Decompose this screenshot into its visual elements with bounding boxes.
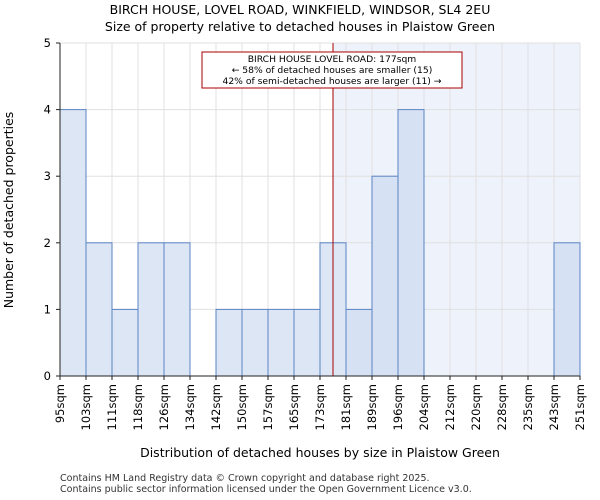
bar xyxy=(85,242,113,377)
y-tick-label: 1 xyxy=(44,302,51,316)
footer-line-2: Contains public sector information licen… xyxy=(60,484,472,495)
bar xyxy=(397,109,425,377)
bar xyxy=(59,109,87,377)
x-tick-label: 118sqm xyxy=(131,384,145,430)
chart-title: BIRCH HOUSE, LOVEL ROAD, WINKFIELD, WIND… xyxy=(110,2,491,17)
x-tick-label: 111sqm xyxy=(105,384,119,430)
annotation-line-3: 42% of semi-detached houses are larger (… xyxy=(222,76,441,87)
x-tick-label: 173sqm xyxy=(313,384,327,430)
axes xyxy=(56,42,581,380)
footer-line-1: Contains HM Land Registry data © Crown c… xyxy=(60,473,430,484)
x-tick-label: 95sqm xyxy=(53,384,67,423)
bar xyxy=(215,308,243,377)
annotation-box: BIRCH HOUSE LOVEL ROAD: 177sqm ← 58% of … xyxy=(201,51,463,89)
y-tick-label: 0 xyxy=(44,369,51,383)
x-tick-label: 126sqm xyxy=(157,384,171,430)
x-tick-label: 150sqm xyxy=(235,384,249,430)
x-axis-label: Distribution of detached houses by size … xyxy=(140,445,500,460)
bar xyxy=(345,308,373,377)
x-tick-label: 103sqm xyxy=(79,384,93,430)
x-tick-label: 228sqm xyxy=(495,384,509,430)
x-tick-label: 134sqm xyxy=(183,384,197,430)
y-tick-labels: 0 1 2 3 4 5 xyxy=(44,36,51,383)
x-tick-label: 243sqm xyxy=(547,384,561,430)
bar xyxy=(267,308,295,377)
y-axis-label: Number of detached properties xyxy=(1,112,16,309)
x-tick-label: 235sqm xyxy=(521,384,535,430)
bar xyxy=(111,308,139,377)
x-tick-label: 251sqm xyxy=(573,384,587,430)
x-tick-label: 142sqm xyxy=(209,384,223,430)
bar xyxy=(371,175,399,377)
bar xyxy=(553,242,581,377)
x-tick-label: 220sqm xyxy=(469,384,483,430)
x-tick-label: 189sqm xyxy=(365,384,379,430)
y-tick-label: 5 xyxy=(44,36,51,50)
bar xyxy=(241,308,269,377)
bar xyxy=(137,242,165,377)
y-tick-label: 3 xyxy=(44,169,51,183)
x-tick-label: 204sqm xyxy=(417,384,431,430)
y-tick-label: 4 xyxy=(44,103,51,117)
x-tick-label: 157sqm xyxy=(261,384,275,430)
x-tick-label: 165sqm xyxy=(287,384,301,430)
annotation-box-frame xyxy=(201,51,463,89)
y-tick-label: 2 xyxy=(44,236,51,250)
x-tick-label: 181sqm xyxy=(339,384,353,430)
annotation-line-1: BIRCH HOUSE LOVEL ROAD: 177sqm xyxy=(248,54,417,65)
chart-subtitle: Size of property relative to detached ho… xyxy=(105,19,495,34)
x-tick-label: 212sqm xyxy=(443,384,457,430)
bar xyxy=(163,242,191,377)
x-tick-label: 196sqm xyxy=(391,384,405,430)
annotation-line-2: ← 58% of detached houses are smaller (15… xyxy=(232,65,433,76)
x-tick-labels: 95sqm 103sqm 111sqm 118sqm 126sqm 134sqm 142sq… xyxy=(53,384,587,430)
bar xyxy=(293,308,321,377)
